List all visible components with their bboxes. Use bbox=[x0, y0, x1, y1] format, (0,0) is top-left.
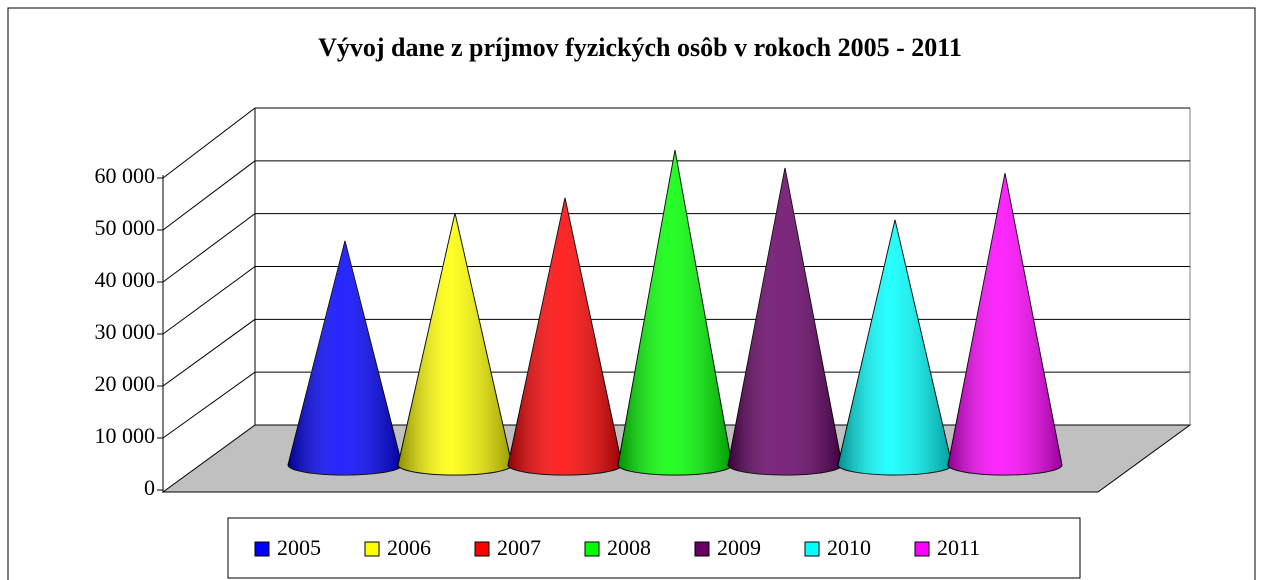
legend-swatch bbox=[914, 541, 930, 557]
cone-shade bbox=[948, 173, 1062, 475]
grid-line bbox=[162, 318, 256, 387]
grid-line bbox=[162, 160, 256, 231]
cone-shade bbox=[288, 240, 402, 475]
legend-label: 2007 bbox=[497, 535, 541, 560]
y-tick-label: 60 000 bbox=[95, 163, 156, 188]
chart-border bbox=[7, 7, 1256, 580]
cone-shade bbox=[618, 150, 732, 475]
legend-label: 2005 bbox=[277, 535, 321, 560]
legend-swatch bbox=[694, 541, 710, 557]
cone-shade bbox=[398, 213, 512, 475]
cone-shade bbox=[728, 167, 842, 475]
y-tick-label: 50 000 bbox=[95, 215, 156, 240]
chart-title: Vývoj dane z príjmov fyzických osôb v ro… bbox=[318, 33, 962, 62]
legend-swatch bbox=[474, 541, 490, 557]
cone-shade bbox=[838, 219, 952, 475]
y-tick-label: 0 bbox=[144, 475, 155, 500]
legend-swatch bbox=[584, 541, 600, 557]
legend-label: 2006 bbox=[387, 535, 431, 560]
cone-shade bbox=[508, 197, 622, 475]
grid-line bbox=[162, 371, 256, 439]
grid-line bbox=[162, 213, 256, 283]
y-tick-label: 10 000 bbox=[95, 423, 156, 448]
legend-label: 2009 bbox=[717, 535, 761, 560]
grid-line bbox=[162, 266, 256, 335]
legend-swatch bbox=[364, 541, 380, 557]
legend-label: 2011 bbox=[937, 535, 980, 560]
legend-swatch bbox=[804, 541, 820, 557]
y-tick-label: 20 000 bbox=[95, 371, 156, 396]
legend-label: 2010 bbox=[827, 535, 871, 560]
y-tick-label: 30 000 bbox=[95, 319, 156, 344]
grid-line bbox=[162, 107, 256, 179]
legend-swatch bbox=[254, 541, 270, 557]
y-tick-label: 40 000 bbox=[95, 267, 156, 292]
legend-label: 2008 bbox=[607, 535, 651, 560]
